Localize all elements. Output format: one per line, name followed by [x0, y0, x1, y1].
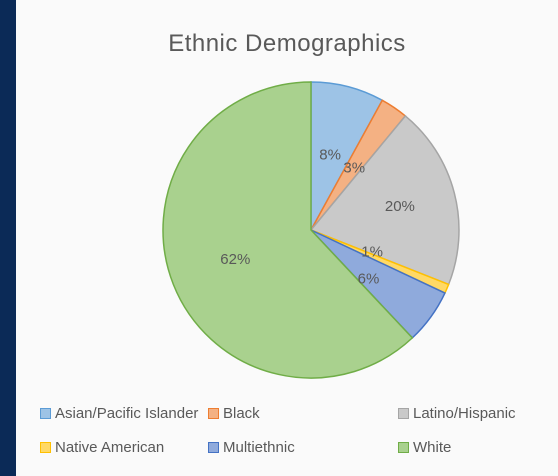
data-label-black: 3%: [343, 159, 365, 176]
chart-panel: Ethnic Demographics 8% 3% 20% 1% 6% 62% Asian…: [16, 0, 558, 476]
pie-slice-white: [162, 81, 414, 379]
chart-title: Ethnic Demographics: [168, 30, 406, 57]
data-label-native-american: 1%: [361, 243, 383, 260]
data-label-asian-pacific-islander: 8%: [319, 146, 341, 163]
pie-chart: 8%3% 20% 1% 6% 62%: [162, 81, 460, 379]
data-label-white: 62%: [220, 251, 250, 268]
data-label-multiethnic: 6%: [358, 271, 380, 288]
data-label-latino-hispanic: 20%: [385, 198, 415, 215]
pie-slice-latino-hispanic: [309, 114, 460, 286]
